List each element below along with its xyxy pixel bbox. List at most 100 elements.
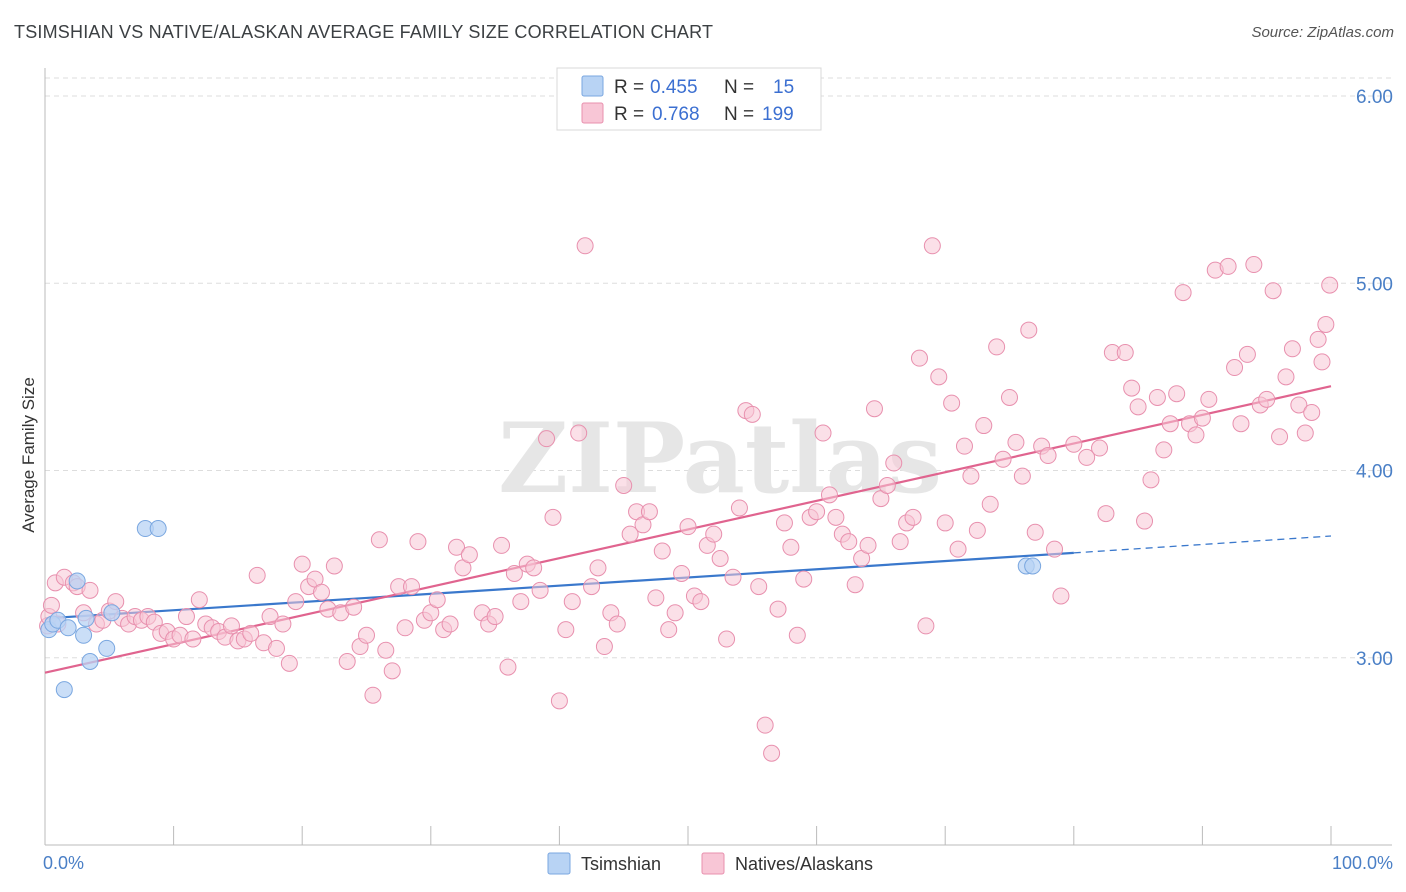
tsimshian-point	[103, 604, 121, 622]
natives-alaskans-point	[756, 716, 774, 734]
natives-alaskans-point	[1013, 467, 1031, 485]
natives-alaskans-point	[190, 591, 208, 609]
legend-swatch-tsimshian	[581, 75, 604, 97]
source-label: Source: ZipAtlas.com	[1251, 24, 1394, 41]
x-tick-label: 100.0%	[1332, 853, 1393, 873]
natives-alaskans-point	[396, 619, 414, 637]
natives-alaskans-point	[936, 514, 954, 532]
tsimshian-point	[75, 626, 93, 644]
natives-alaskans-point	[1309, 330, 1327, 348]
natives-alaskans-point	[1258, 390, 1276, 408]
y-tick-label: 3.00	[1356, 649, 1393, 670]
watermark: ZIPatlas	[498, 402, 942, 515]
natives-alaskans-point	[718, 630, 736, 648]
series-legend-swatch-tsimshian	[547, 852, 571, 875]
natives-alaskans-point	[750, 578, 768, 596]
grid-lines	[45, 77, 1392, 659]
natives-alaskans-point	[248, 566, 266, 584]
tsimshian-point	[68, 572, 86, 590]
natives-alaskans-point	[788, 626, 806, 644]
natives-alaskans-point	[775, 514, 793, 532]
natives-alaskans-point	[808, 503, 826, 521]
natives-alaskans-point	[544, 508, 562, 526]
natives-alaskans-point	[1129, 398, 1147, 416]
natives-alaskans-point	[222, 617, 240, 635]
natives-alaskans-point	[923, 237, 941, 255]
natives-alaskans-point	[968, 521, 986, 539]
natives-alaskans-point	[1155, 441, 1173, 459]
natives-alaskans-point	[1136, 512, 1154, 530]
natives-alaskans-point	[280, 654, 298, 672]
natives-alaskans-point	[647, 589, 665, 607]
natives-alaskans-point	[660, 621, 678, 639]
natives-alaskans-point	[910, 349, 928, 367]
natives-alaskans-point	[576, 237, 594, 255]
legend-n-label: N =	[724, 104, 754, 125]
natives-alaskans-point	[538, 430, 556, 448]
natives-alaskans-point	[267, 639, 285, 657]
natives-alaskans-point	[595, 638, 613, 656]
natives-alaskans-point	[1168, 385, 1186, 403]
natives-alaskans-point	[743, 405, 761, 423]
tsimshian-trend-line	[44, 551, 1074, 620]
natives-alaskans-point	[1052, 587, 1070, 605]
natives-alaskans-point	[531, 581, 549, 599]
natives-alaskans-point	[550, 692, 568, 710]
natives-alaskans-point	[653, 542, 671, 560]
legend-r-label: R =	[614, 77, 644, 98]
natives-alaskans-point	[1317, 315, 1335, 333]
natives-alaskans-point	[955, 437, 973, 455]
legend-n-value: 199	[762, 104, 794, 125]
natives-alaskans-point	[975, 417, 993, 435]
natives-alaskans-point	[994, 450, 1012, 468]
natives-alaskans-point	[1007, 433, 1025, 451]
natives-alaskans-point	[1313, 353, 1331, 371]
natives-alaskans-point	[988, 338, 1006, 356]
natives-alaskans-point	[1097, 505, 1115, 523]
tsimshian-points	[40, 520, 1042, 699]
natives-alaskans-point	[184, 630, 202, 648]
natives-alaskans-point	[1277, 368, 1295, 386]
natives-alaskans-point	[42, 596, 60, 614]
natives-alaskans-point	[557, 621, 575, 639]
natives-alaskans-point	[711, 550, 729, 568]
natives-alaskans-point	[1232, 415, 1250, 433]
natives-alaskans-point	[1116, 344, 1134, 362]
legend-swatch-natives-alaskans	[581, 102, 604, 124]
natives-alaskans-point	[1226, 359, 1244, 377]
natives-alaskans-point	[949, 540, 967, 558]
natives-alaskans-point	[769, 600, 787, 618]
natives-alaskans-point	[338, 652, 356, 670]
natives-alaskans-point	[608, 615, 626, 633]
legend-r-label: R =	[614, 104, 644, 125]
natives-alaskans-point	[377, 641, 395, 659]
natives-alaskans-point	[827, 508, 845, 526]
natives-alaskans-point	[885, 454, 903, 472]
natives-alaskans-point	[679, 518, 697, 536]
natives-alaskans-point	[242, 624, 260, 642]
natives-alaskans-point	[293, 555, 311, 573]
natives-alaskans-point	[583, 578, 601, 596]
natives-alaskans-point	[428, 591, 446, 609]
tsimshian-point	[55, 681, 73, 699]
natives-alaskans-point	[1296, 424, 1314, 442]
natives-alaskans-point	[666, 604, 684, 622]
natives-alaskans-point	[1046, 540, 1064, 558]
legend-r-value: 0.768	[652, 104, 700, 125]
natives-alaskans-point	[1148, 388, 1166, 406]
tsimshian-point	[1024, 557, 1042, 575]
natives-alaskans-point	[814, 424, 832, 442]
natives-alaskans-point	[763, 744, 781, 762]
natives-alaskans-point	[840, 533, 858, 551]
natives-alaskans-point	[692, 593, 710, 611]
natives-alaskans-point	[512, 593, 530, 611]
natives-alaskans-point	[448, 538, 466, 556]
natives-alaskans-point	[460, 546, 478, 564]
natives-alaskans-point	[409, 533, 427, 551]
natives-alaskans-point	[1321, 276, 1339, 294]
natives-alaskans-point	[1123, 379, 1141, 397]
natives-alaskans-point	[1238, 345, 1256, 363]
natives-alaskans-point	[274, 615, 292, 633]
natives-alaskans-point	[1187, 426, 1205, 444]
